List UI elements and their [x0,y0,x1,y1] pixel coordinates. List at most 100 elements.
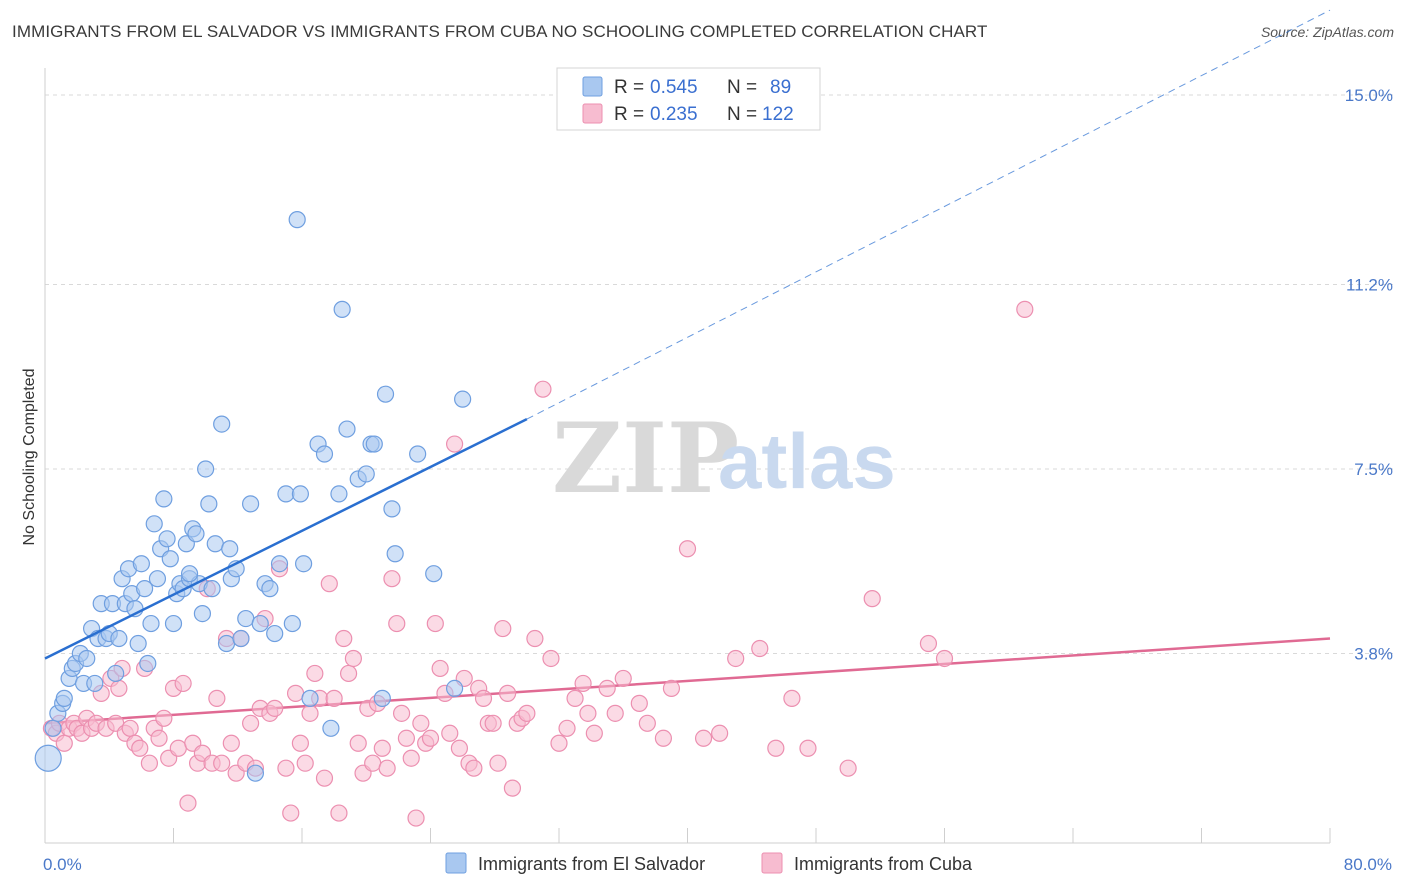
cuba-point-56 [306,664,324,683]
cuba-point-73 [388,614,406,633]
el-salvador-point-12 [86,674,104,693]
el-salvador-trend-extension [526,9,1331,420]
cuba-point-85 [445,435,464,453]
el-salvador-point-34 [158,530,176,548]
cuba-point-22 [140,754,159,772]
cuba-point-61 [330,804,348,822]
el-salvador-point-82 [386,545,404,563]
x-tick-min: 0.0% [43,855,82,874]
el-salvador-point-1 [44,719,62,737]
cuba-point-63 [339,664,358,683]
watermark: ZIP atlas [552,402,896,515]
cuba-point-126 [863,590,881,608]
y-axis-tick-labels: 3.8% 7.5% 11.2% 15.0% [1345,86,1393,664]
legend-n-label-2: N = [727,104,757,125]
cuba-point-75 [397,729,416,747]
cuba-point-101 [526,629,544,648]
cuba-point-81 [426,614,444,633]
el-salvador-point-45 [193,604,212,623]
cuba-point-58 [315,769,334,787]
y-tick-label-2: 11.2% [1346,275,1393,294]
cuba-point-107 [574,674,592,693]
legend-n-value-1: 89 [770,77,791,98]
cuba-point-112 [614,669,632,688]
el-salvador-point-10 [78,649,96,668]
watermark-atlas: atlas [718,417,896,505]
cuba-point-48 [266,699,284,717]
el-salvador-point-83 [409,445,427,463]
el-salvador-point-43 [187,525,205,543]
legend-r-label-2: R = [614,104,644,125]
cuba-point-89 [465,759,483,777]
cuba-point-71 [378,759,396,777]
el-salvador-point-80 [376,385,395,403]
cuba-point-119 [711,724,729,742]
cuba-point-118 [694,729,713,747]
el-salvador-point-88 [221,540,239,558]
cuba-point-110 [598,679,616,698]
cuba-point-65 [349,734,367,752]
cuba-point-97 [503,779,522,797]
cuba-point-29 [174,674,192,693]
el-salvador-point-31 [148,570,167,588]
cuba-point-91 [474,689,493,707]
cuba-point-123 [783,689,801,707]
el-salvador-point-51 [217,634,236,653]
cuba-point-68 [364,754,382,772]
cuba-point-116 [662,679,681,698]
legend-r-value-2: 0.235 [650,104,698,125]
cuba-point-82 [431,659,449,678]
cuba-point-86 [450,739,469,757]
cuba-point-53 [291,734,309,752]
cuba-point-129 [1016,300,1034,318]
cuba-point-28 [169,739,187,757]
bottom-legend-swatch-blue [445,852,467,874]
cuba-point-50 [277,759,295,777]
cuba-point-108 [579,704,597,722]
el-salvador-point-36 [164,614,183,633]
cuba-point-77 [407,809,425,827]
cuba-point-76 [402,749,420,767]
el-salvador-point-58 [251,614,269,633]
cuba-point-120 [727,649,745,668]
el-salvador-point-76 [357,465,375,483]
stats-legend: R = 0.545 N = 89 R = 0.235 N = 122 [556,67,821,131]
el-salvador-point-84 [425,565,443,583]
el-salvador-point-0 [34,744,62,772]
cuba-point-115 [654,729,673,747]
cuba-point-96 [499,684,517,702]
el-salvador-point-18 [107,664,125,683]
cuba-point-117 [678,540,697,558]
el-salvador-point-25 [129,634,147,653]
el-salvador-point-35 [161,550,179,568]
cuba-point-121 [751,639,769,658]
cuba-point-64 [344,649,362,668]
legend-r-label-1: R = [614,77,644,98]
el-salvador-point-28 [139,654,157,673]
cuba-point-70 [373,739,391,757]
cuba-point-106 [566,689,584,707]
cuba-point-78 [412,714,430,732]
cuba-point-18 [121,719,139,737]
watermark-zip: ZIP [552,402,739,515]
el-salvador-point-72 [330,485,348,503]
el-salvador-points [34,211,528,782]
cuba-point-114 [638,714,656,732]
el-salvador-point-67 [295,555,313,573]
el-salvador-point-78 [365,435,383,453]
el-salvador-point-68 [301,689,319,707]
el-salvador-point-64 [283,614,301,633]
el-salvador-point-86 [454,390,472,408]
el-salvador-point-49 [206,535,224,553]
el-salvador-point-48 [203,580,221,598]
bottom-legend-label-1: Immigrants from El Salvador [478,854,705,874]
source-label: Source: ZipAtlas.com [1260,24,1394,40]
el-salvador-point-66 [291,485,309,503]
el-salvador-point-57 [246,764,265,782]
cuba-point-36 [208,689,226,707]
legend-r-value-1: 0.545 [650,77,698,98]
cuba-points [42,300,1034,827]
cuba-point-15 [110,679,128,698]
cuba-point-62 [335,629,353,648]
